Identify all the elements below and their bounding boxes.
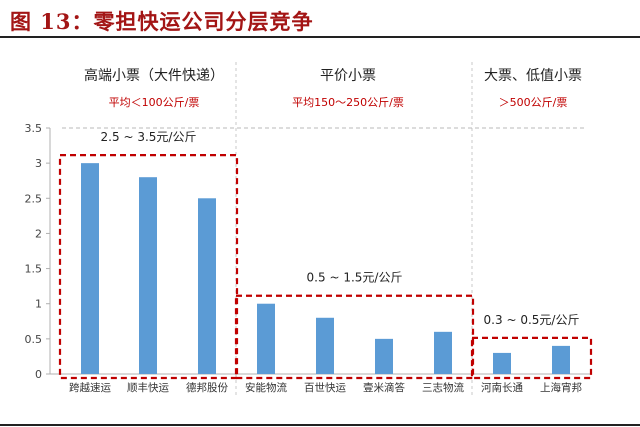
bar-5 bbox=[316, 317, 334, 374]
figure-title: 图 13：零担快运公司分层竞争 bbox=[10, 9, 314, 34]
bar-9 bbox=[552, 345, 570, 374]
bar-1 bbox=[81, 163, 99, 374]
bar-8 bbox=[493, 352, 511, 374]
bar-7 bbox=[434, 331, 452, 374]
y-tick-label: 1 bbox=[35, 298, 42, 311]
x-tick-label: 顺丰快运 bbox=[127, 381, 169, 394]
x-tick-label: 德邦股份 bbox=[186, 381, 228, 394]
x-tick-label: 百世快运 bbox=[304, 382, 346, 394]
y-axis: 0 0.5 1 1.5 2 2.5 3 3.5 bbox=[25, 122, 51, 381]
y-tick-label: 2 bbox=[35, 227, 42, 240]
y-tick-label: 0 bbox=[35, 368, 42, 381]
tier-3-price-range: 0.3 ~ 0.5元/公斤 bbox=[484, 313, 580, 327]
tier-3-note: ＞500公斤/票 bbox=[499, 96, 568, 109]
x-tick-label: 上海宵邦 bbox=[540, 381, 582, 394]
bar-2 bbox=[139, 177, 157, 374]
x-tick-label: 跨越速运 bbox=[69, 381, 111, 394]
bar-6 bbox=[375, 338, 393, 374]
tier-2-price-range: 0.5 ~ 1.5元/公斤 bbox=[307, 271, 403, 285]
tier-3-name: 大票、低值小票 bbox=[484, 68, 582, 84]
y-tick-label: 2.5 bbox=[25, 192, 43, 205]
tier-1-price-range: 2.5 ~ 3.5元/公斤 bbox=[101, 130, 197, 144]
y-tick-label: 3.5 bbox=[25, 122, 43, 135]
figure-bottom-rule bbox=[0, 424, 640, 426]
x-tick-label: 三志物流 bbox=[422, 381, 464, 394]
tier-2-note: 平均150～250公斤/票 bbox=[292, 96, 404, 109]
x-tick-label: 河南长通 bbox=[481, 381, 523, 394]
bar-4 bbox=[257, 303, 275, 374]
title-underline bbox=[0, 36, 640, 38]
tier-2-name: 平价小票 bbox=[320, 68, 376, 84]
y-tick-label: 3 bbox=[35, 157, 42, 170]
y-tick-label: 1.5 bbox=[25, 263, 43, 276]
x-axis-labels: 跨越速运 顺丰快运 德邦股份 安能物流 百世快运 壹米滴答 三志物流 河南长通 上海宵邦 bbox=[69, 381, 582, 394]
y-tick-label: 0.5 bbox=[25, 333, 43, 346]
tier-3-box bbox=[470, 336, 593, 380]
x-tick-label: 安能物流 bbox=[245, 381, 287, 394]
tier-1-note: 平均＜100公斤/票 bbox=[109, 96, 200, 109]
x-tick-label: 壹米滴答 bbox=[363, 381, 405, 394]
bar-3 bbox=[198, 198, 216, 374]
bars bbox=[81, 163, 570, 374]
tier-1-name: 高端小票（大件快递） bbox=[84, 67, 224, 84]
